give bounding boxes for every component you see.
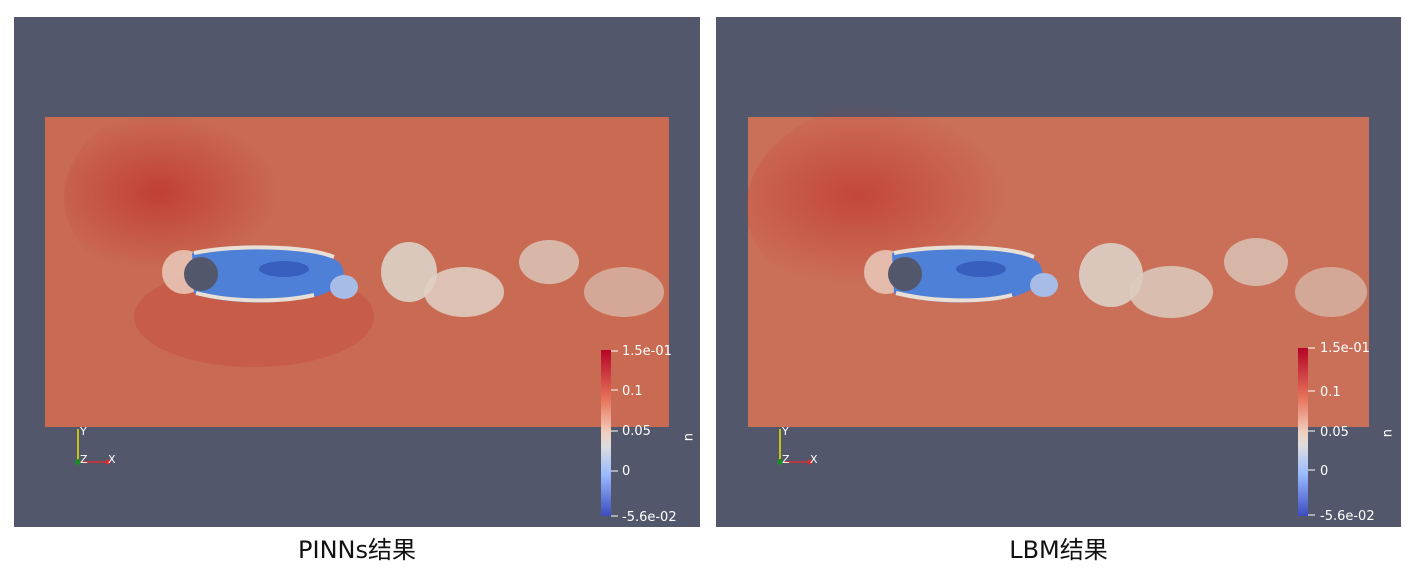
cylinder	[184, 257, 218, 291]
wake-edge-lower	[895, 291, 1013, 303]
colorbar-tick: 0.05	[1320, 425, 1349, 440]
axis-label-y: Y	[79, 425, 87, 438]
wake-core	[259, 261, 309, 277]
axis-label-z: Z	[80, 453, 88, 466]
colorbar-tick: 0.1	[622, 384, 643, 399]
colorbar-tick: 0	[622, 464, 630, 479]
shed-vortex-3	[1129, 266, 1213, 318]
colorbar	[1298, 348, 1308, 516]
wake-edge-lower	[195, 291, 315, 303]
wake-edge-upper	[193, 245, 335, 259]
shed-vortex-2	[381, 242, 437, 302]
wake-edge-upper	[893, 245, 1035, 259]
colorbar-tick: -5.6e-02	[622, 510, 677, 525]
shed-vortex-4	[519, 240, 579, 284]
colorbar-tick: -5.6e-02	[1320, 509, 1375, 524]
lbm-caption: LBM结果	[1009, 536, 1108, 564]
shed-vortex-3	[424, 267, 504, 317]
stagnation-high-region	[746, 87, 1146, 327]
shed-vortex-5	[584, 267, 664, 317]
shed-vortex-5	[1295, 267, 1367, 317]
axis-label-x: X	[810, 453, 818, 466]
colorbar-tick: 0.1	[1320, 385, 1341, 400]
wake-core	[956, 261, 1006, 277]
pinns-viewport[interactable]: 1.5e-01 0.1 0.05 0 -5.6e-02 u Y Z X	[14, 17, 700, 527]
axis-label-y: Y	[781, 425, 789, 438]
colorbar-tick: 1.5e-01	[1320, 341, 1370, 356]
pinns-render: 1.5e-01 0.1 0.05 0 -5.6e-02 u Y Z X	[14, 17, 700, 527]
colorbar-title: u	[681, 433, 696, 441]
colorbar	[601, 350, 611, 516]
orientation-axes: Y Z X	[777, 425, 818, 466]
pinns-caption: PINNs结果	[298, 536, 416, 564]
orientation-axes: Y Z X	[75, 425, 116, 466]
colorbar-tick: 0	[1320, 464, 1328, 479]
colorbar-tick: 0.05	[622, 424, 651, 439]
lbm-viewport[interactable]: 1.5e-01 0.1 0.05 0 -5.6e-02 u Y Z X	[716, 17, 1401, 527]
cylinder	[888, 257, 922, 291]
shed-vortex-1	[330, 275, 358, 299]
lbm-render: 1.5e-01 0.1 0.05 0 -5.6e-02 u Y Z X	[716, 17, 1401, 527]
shed-vortex-4	[1224, 238, 1288, 286]
colorbar-title: u	[1380, 429, 1395, 437]
shed-vortex-1	[1030, 273, 1058, 297]
shed-vortex-2	[1079, 243, 1143, 307]
colorbar-tick: 1.5e-01	[622, 344, 672, 359]
axis-label-x: X	[108, 453, 116, 466]
axis-label-z: Z	[782, 453, 790, 466]
